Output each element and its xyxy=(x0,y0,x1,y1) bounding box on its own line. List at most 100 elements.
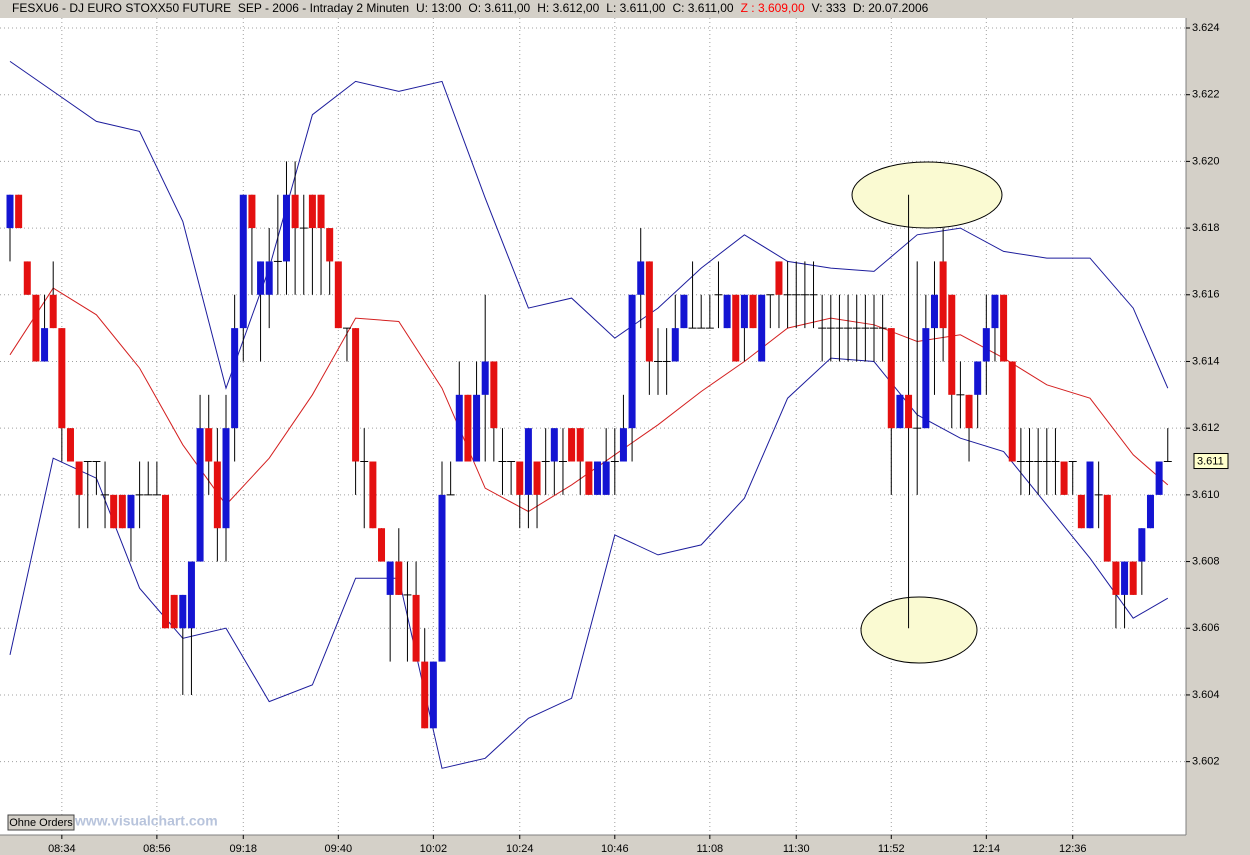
quote-field: C: 3.611,00 xyxy=(672,1,734,15)
candle-body xyxy=(740,294,748,329)
chart-title: FESXU6 - DJ EURO STOXX50 FUTURE SEP - 20… xyxy=(12,1,410,15)
quote-field: H: 3.612,00 xyxy=(537,1,600,15)
chart-header: FESXU6 - DJ EURO STOXX50 FUTURE SEP - 20… xyxy=(0,0,1186,18)
candle-body xyxy=(1086,461,1094,529)
candle-body xyxy=(222,428,230,529)
band-line xyxy=(9,357,1169,769)
candle-body xyxy=(732,294,740,362)
candle-body xyxy=(991,294,999,329)
candle-body xyxy=(257,261,265,295)
y-tick-label: 3.622 xyxy=(1192,89,1220,101)
x-tick-label: 11:52 xyxy=(878,843,905,855)
y-tick-label: 3.614 xyxy=(1192,355,1220,367)
y-tick-label: 3.612 xyxy=(1192,422,1220,434)
orders-button-label[interactable]: Ohne Orders xyxy=(9,817,73,829)
annotation-ellipse xyxy=(860,596,978,664)
plot-area xyxy=(0,18,1186,835)
candle-body xyxy=(576,428,584,462)
x-tick-label: 11:30 xyxy=(783,843,810,855)
quote-field: Z : 3.609,00 xyxy=(740,1,805,15)
candle-body xyxy=(473,394,481,462)
candle-body xyxy=(1060,461,1068,495)
x-tick-label: 09:18 xyxy=(230,843,258,855)
candle-body xyxy=(524,428,532,495)
candle-body xyxy=(594,461,602,495)
candle-body xyxy=(378,528,386,562)
y-tick-label: 3.606 xyxy=(1192,622,1220,634)
y-tick-label: 3.602 xyxy=(1192,756,1220,768)
candle-body xyxy=(291,194,299,229)
last-price-box xyxy=(1193,453,1229,470)
candle-body xyxy=(775,261,783,295)
candle-body xyxy=(15,194,23,229)
x-tick-label: 10:46 xyxy=(601,843,629,855)
candle-body xyxy=(680,294,688,329)
quote-field: V: 333 xyxy=(811,1,846,15)
candle-body xyxy=(628,294,636,429)
candle-body xyxy=(386,561,394,595)
candle-body xyxy=(455,394,463,462)
candle-body xyxy=(965,394,973,429)
y-tick-label: 3.604 xyxy=(1192,689,1220,701)
candle-body xyxy=(41,328,49,362)
candle-body xyxy=(533,461,541,495)
candle-body xyxy=(930,294,938,329)
grid xyxy=(0,18,1186,835)
candle-body xyxy=(982,328,990,362)
candle-body xyxy=(1103,494,1111,562)
candle-body xyxy=(395,561,403,595)
quote-field: L: 3.611,00 xyxy=(606,1,666,15)
y-tick-label: 3.618 xyxy=(1192,222,1220,234)
quote-field: O: 3.611,00 xyxy=(468,1,531,15)
candle-body xyxy=(179,594,187,629)
annotation-ellipse xyxy=(851,161,1003,229)
y-tick-label: 3.620 xyxy=(1192,155,1220,167)
candle-body xyxy=(1129,561,1137,595)
last-price-label: 3.611 xyxy=(1197,455,1224,467)
candle-body xyxy=(239,194,247,329)
orders-button[interactable] xyxy=(7,814,75,831)
candle-body xyxy=(352,328,360,462)
candle-body xyxy=(127,494,135,529)
quote-field: D: 20.07.2006 xyxy=(852,1,929,15)
candle-body xyxy=(231,328,239,429)
time-axis-area xyxy=(0,835,1186,855)
candle-body xyxy=(282,194,290,262)
x-tick-label: 10:24 xyxy=(506,843,534,855)
candle-body xyxy=(49,294,57,329)
candle-body xyxy=(213,461,221,529)
candle-body xyxy=(32,294,40,362)
candle-body xyxy=(974,361,982,395)
candle-body xyxy=(265,261,273,295)
candle-body xyxy=(905,394,913,429)
candle-body xyxy=(516,461,524,495)
y-tick-label: 3.608 xyxy=(1192,555,1220,567)
candle-body xyxy=(758,294,766,362)
candle-body xyxy=(1121,561,1129,595)
candle-body xyxy=(585,461,593,495)
candle-body xyxy=(619,428,627,462)
candle-body xyxy=(6,194,14,229)
x-tick-label: 08:34 xyxy=(48,843,76,855)
candle-body xyxy=(75,461,83,495)
candle-body xyxy=(490,361,498,429)
y-tick-label: 3.624 xyxy=(1192,22,1220,34)
quote-field: U: 13:00 xyxy=(416,1,462,15)
candle-body xyxy=(1146,494,1154,529)
candle-body xyxy=(602,461,610,495)
candle-body xyxy=(118,494,126,529)
candle-body xyxy=(939,261,947,329)
y-tick-label: 3.610 xyxy=(1192,489,1220,501)
candle-body xyxy=(170,594,178,629)
candle-body xyxy=(412,594,420,662)
candles xyxy=(6,161,1172,729)
axes: 3.602 3.604 3.606 3.608 3.610 3.612 3.614 3.616… xyxy=(48,22,1229,855)
x-tick-label: 12:14 xyxy=(973,843,1001,855)
candle-body xyxy=(1155,461,1163,495)
candle-body xyxy=(671,328,679,362)
band-line xyxy=(9,287,1169,513)
band-line xyxy=(9,60,1169,390)
candle-body xyxy=(438,494,446,662)
